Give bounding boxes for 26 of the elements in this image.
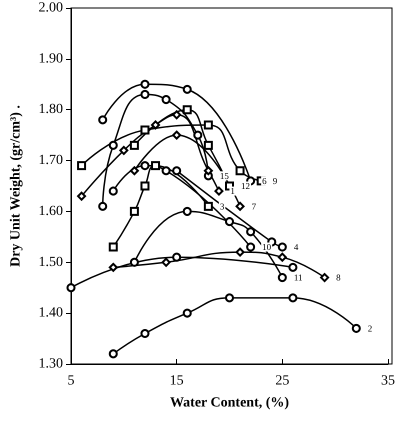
y-tick-label: 1.90 [38, 51, 63, 66]
x-tick-label: 35 [381, 374, 395, 388]
series-label: 12 [241, 181, 250, 191]
y-axis-title: Dry Unit Weight, (gr/cm³) . [8, 105, 24, 267]
y-tick-label: 1.70 [38, 153, 63, 168]
x-tick-label: 15 [170, 374, 184, 388]
y-tick-label: 1.40 [38, 306, 63, 321]
series-label: 3 [220, 201, 225, 212]
series-label: 2 [368, 323, 372, 334]
series-label: 6 [262, 176, 268, 186]
x-tick-label: 25 [275, 374, 290, 388]
series-label: 8 [336, 272, 342, 283]
series-label: 1 [230, 186, 235, 196]
y-tick-label: 2.00 [38, 0, 63, 16]
x-axis-title: Water Content, (%) [170, 396, 290, 410]
x-tick-label: 5 [68, 374, 74, 388]
series-label: 7 [252, 201, 257, 212]
y-tick-label: 1.50 [38, 254, 63, 270]
series-label: 9 [272, 176, 278, 186]
series-label: 11 [294, 272, 303, 283]
series-label: 4 [294, 242, 299, 252]
y-tick-label: 1.60 [38, 204, 63, 219]
series-label: 15 [220, 170, 230, 181]
y-tick-label: 1.80 [38, 102, 63, 118]
series-label: 10 [262, 242, 272, 252]
y-tick-label: 1.30 [38, 356, 63, 372]
